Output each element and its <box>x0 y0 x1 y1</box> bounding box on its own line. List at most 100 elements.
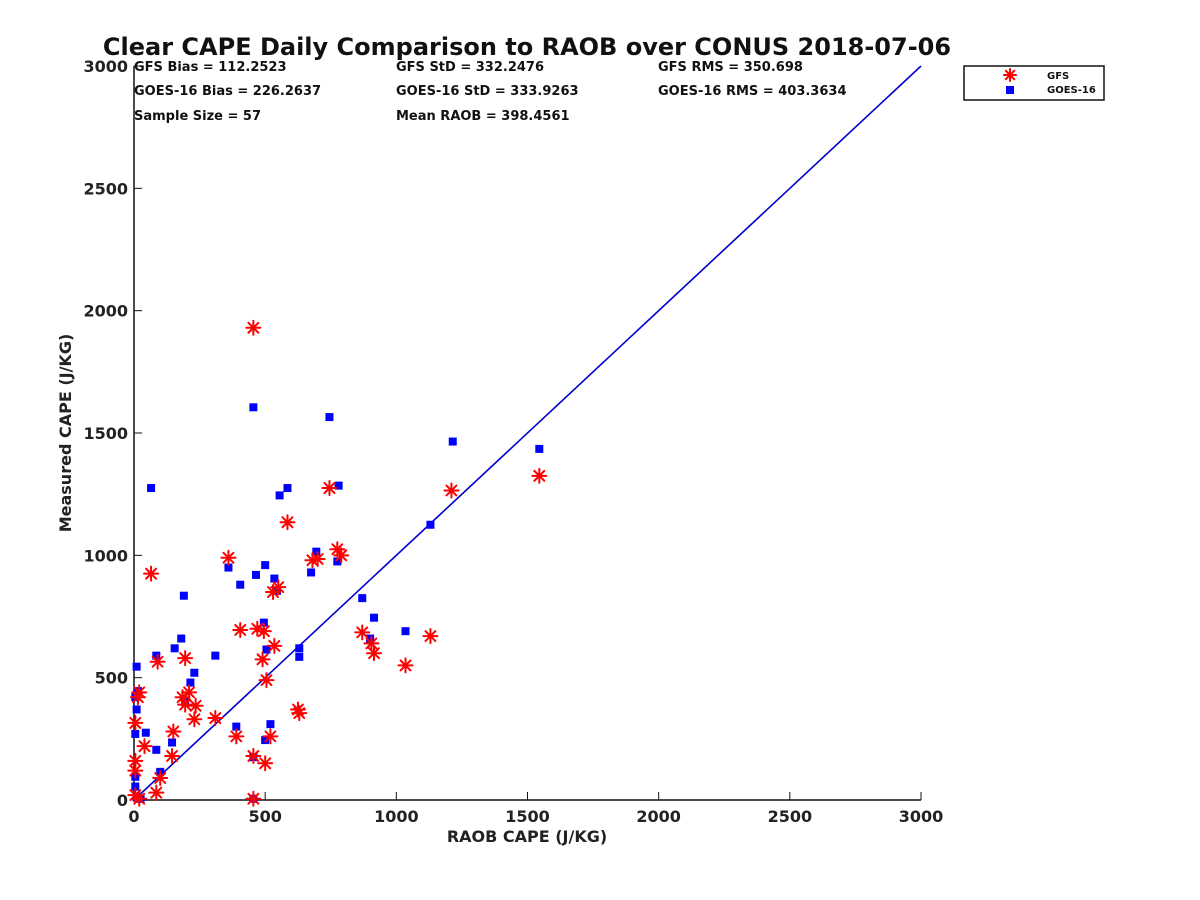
legend: GFS GOES-16 <box>963 65 1105 101</box>
goes-16-point <box>177 634 186 643</box>
gfs-point <box>266 637 283 654</box>
gfs-point <box>397 657 414 674</box>
gfs-point <box>187 697 204 714</box>
stat-goes-rms: GOES-16 RMS = 403.3634 <box>658 84 847 99</box>
goes-16-point <box>259 618 268 627</box>
legend-gfs-symbol <box>1003 68 1017 82</box>
series-gfs <box>127 319 548 807</box>
gfs-point <box>309 551 326 568</box>
plot-area: 0 500 1000 1500 2000 2500 3000 0 500 1000 1500 200… <box>83 57 943 826</box>
stat-gfs-rms: GFS RMS = 350.698 <box>658 60 803 75</box>
gfs-point <box>136 738 153 755</box>
goes-16-point <box>295 644 304 653</box>
goes-16-point <box>312 547 321 556</box>
gfs-point <box>177 696 194 713</box>
goes-16-point <box>535 444 544 453</box>
gfs-point <box>143 565 160 582</box>
goes-16-point <box>236 580 245 589</box>
gfs-point <box>291 705 308 722</box>
y-tick-label: 0 <box>117 791 128 810</box>
x-axis-ticks: 0 500 1000 1500 2000 2500 3000 <box>128 792 943 826</box>
goes-16-point <box>261 736 270 745</box>
gfs-point <box>127 762 144 779</box>
legend-goes-marker <box>1006 86 1014 94</box>
gfs-point <box>265 584 282 601</box>
goes-16-point <box>147 484 156 493</box>
y-tick-label: 3000 <box>83 57 128 76</box>
goes-16-point <box>295 652 304 661</box>
gfs-point <box>257 755 274 772</box>
goes-16-point <box>152 651 161 660</box>
gfs-point <box>443 482 460 499</box>
goes-16-point <box>190 668 199 677</box>
goes-16-point <box>152 745 161 754</box>
gfs-point <box>165 723 182 740</box>
gfs-point <box>131 790 148 807</box>
legend-gfs-marker <box>1003 68 1017 82</box>
x-tick-label: 500 <box>248 807 281 826</box>
gfs-point <box>254 651 271 668</box>
gfs-point <box>164 747 181 764</box>
gfs-point <box>245 747 262 764</box>
goes-16-point <box>272 586 281 595</box>
goes-16-point <box>333 557 342 566</box>
gfs-point <box>148 784 165 801</box>
gfs-point <box>152 769 169 786</box>
gfs-point <box>129 689 146 706</box>
goes-16-point <box>141 728 150 737</box>
stat-sample-size: Sample Size = 57 <box>134 109 261 124</box>
legend-gfs-label: GFS <box>1047 71 1069 82</box>
goes-16-point <box>179 591 188 600</box>
stat-goes-std: GOES-16 StD = 333.9263 <box>396 84 579 99</box>
gfs-point <box>245 319 262 336</box>
goes-16-point <box>426 520 435 529</box>
legend-goes-symbol <box>1006 86 1014 94</box>
one-to-one-line <box>133 65 922 801</box>
x-tick-label: 0 <box>128 807 139 826</box>
goes-16-point <box>132 705 141 714</box>
chart-title: Clear CAPE Daily Comparison to RAOB over… <box>103 33 951 61</box>
gfs-point <box>422 628 439 645</box>
gfs-point <box>127 752 144 769</box>
stats-block: GFS Bias = 112.2523 GFS StD = 332.2476 G… <box>134 60 847 124</box>
goes-16-point <box>307 568 316 577</box>
gfs-point <box>321 480 338 497</box>
goes-16-point <box>251 570 260 579</box>
x-tick-label: 3000 <box>899 807 944 826</box>
gfs-point <box>333 547 350 564</box>
x-tick-label: 2500 <box>768 807 813 826</box>
goes-16-point <box>366 634 375 643</box>
gfs-point <box>181 684 198 701</box>
stat-mean-raob: Mean RAOB = 398.4561 <box>396 109 570 124</box>
y-tick-label: 1500 <box>83 424 128 443</box>
gfs-point <box>228 728 245 745</box>
series-goes-16 <box>131 403 544 803</box>
goes-16-point <box>266 720 275 729</box>
goes-16-point <box>211 651 220 660</box>
gfs-point <box>255 623 272 640</box>
goes-16-point <box>270 574 279 583</box>
y-axis-label: Measured CAPE (J/KG) <box>56 334 75 533</box>
legend-box <box>963 65 1105 101</box>
gfs-point <box>149 653 166 670</box>
goes-16-point <box>262 645 271 654</box>
gfs-point <box>186 711 203 728</box>
y-tick-label: 500 <box>95 669 128 688</box>
gfs-point <box>220 549 237 566</box>
series-layer <box>127 319 548 807</box>
goes-16-point <box>168 738 177 747</box>
goes-16-point <box>131 729 140 738</box>
goes-16-point <box>170 644 179 653</box>
gfs-point <box>245 790 262 807</box>
goes-16-point <box>325 413 334 422</box>
goes-16-point <box>261 561 270 570</box>
y-axis-ticks: 0 500 1000 1500 2000 2500 3000 <box>83 57 142 810</box>
goes-16-point <box>283 484 292 493</box>
gfs-point <box>279 514 296 531</box>
goes-16-point <box>358 594 367 603</box>
stat-goes-bias: GOES-16 Bias = 226.2637 <box>134 84 321 99</box>
gfs-point <box>177 650 194 667</box>
gfs-point <box>366 645 383 662</box>
goes-16-point <box>186 678 195 687</box>
